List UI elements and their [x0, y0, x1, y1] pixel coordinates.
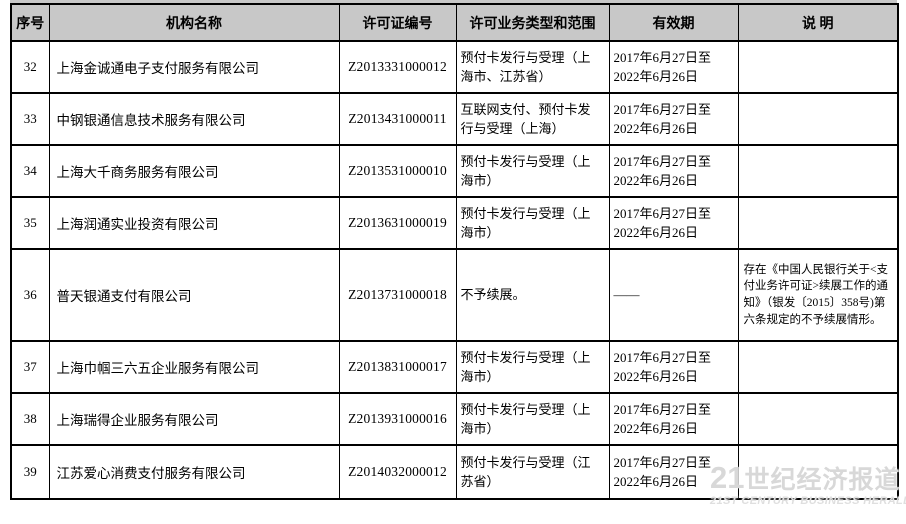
cell-license: Z2013331000012 — [338, 40, 457, 94]
cell-note — [737, 392, 899, 446]
cell-name: 上海大千商务服务有限公司 — [48, 144, 340, 198]
cell-scope: 不予续展。 — [455, 248, 610, 342]
table-row: 37 上海巾帼三六五企业服务有限公司 Z2013831000017 预付卡发行与… — [10, 340, 899, 394]
cell-note — [737, 92, 899, 146]
table-row: 32 上海金诚通电子支付服务有限公司 Z2013331000012 预付卡发行与… — [10, 40, 899, 94]
table-row: 38 上海瑞得企业服务有限公司 Z2013931000016 预付卡发行与受理（… — [10, 392, 899, 446]
cell-validity: 2017年6月27日至 2022年6月26日 — [608, 40, 739, 94]
col-header-validity: 有效期 — [608, 3, 739, 42]
table-top-sliver — [10, 0, 897, 3]
col-header-license: 许可证编号 — [338, 3, 457, 42]
cell-license: Z2013631000019 — [338, 196, 457, 250]
cell-license: Z2013731000018 — [338, 248, 457, 342]
cell-validity: 2017年6月27日至 2022年6月26日 — [608, 196, 739, 250]
cell-no: 32 — [10, 40, 50, 94]
header-row: 序号 机构名称 许可证编号 许可业务类型和范围 有效期 说 明 — [10, 3, 899, 42]
cell-no: 33 — [10, 92, 50, 146]
cell-note — [737, 40, 899, 94]
cell-note — [737, 196, 899, 250]
col-header-name: 机构名称 — [48, 3, 340, 42]
cell-validity: 2017年6月27日至 2022年6月26日 — [608, 144, 739, 198]
cell-name: 江苏爱心消费支付服务有限公司 — [48, 444, 340, 500]
cell-license: Z2013931000016 — [338, 392, 457, 446]
cell-license: Z2013831000017 — [338, 340, 457, 394]
cell-validity: —— — [608, 248, 739, 342]
cell-note — [737, 340, 899, 394]
cell-name: 上海瑞得企业服务有限公司 — [48, 392, 340, 446]
cell-scope: 预付卡发行与受理（上海市） — [455, 340, 610, 394]
table-row: 33 中钢银通信息技术服务有限公司 Z2013431000011 互联网支付、预… — [10, 92, 899, 146]
cell-validity: 2017年6月27日至 2022年6月26日 — [608, 444, 739, 500]
cell-name: 上海巾帼三六五企业服务有限公司 — [48, 340, 340, 394]
cell-no: 39 — [10, 444, 50, 500]
table-row: 36 普天银通支付有限公司 Z2013731000018 不予续展。 —— 存在… — [10, 248, 899, 342]
cell-validity: 2017年6月27日至 2022年6月26日 — [608, 340, 739, 394]
cell-scope: 预付卡发行与受理（江苏省） — [455, 444, 610, 500]
cell-name: 中钢银通信息技术服务有限公司 — [48, 92, 340, 146]
license-table: 序号 机构名称 许可证编号 许可业务类型和范围 有效期 说 明 32 上海金诚通… — [10, 3, 899, 500]
cell-no: 37 — [10, 340, 50, 394]
cell-license: Z2014032000012 — [338, 444, 457, 500]
table-row: 35 上海润通实业投资有限公司 Z2013631000019 预付卡发行与受理（… — [10, 196, 899, 250]
cell-note — [737, 444, 899, 500]
cell-scope: 互联网支付、预付卡发行与受理（上海） — [455, 92, 610, 146]
cell-scope: 预付卡发行与受理（上海市、江苏省） — [455, 40, 610, 94]
table-header: 序号 机构名称 许可证编号 许可业务类型和范围 有效期 说 明 — [10, 3, 899, 42]
col-header-note: 说 明 — [737, 3, 899, 42]
cell-no: 38 — [10, 392, 50, 446]
cell-validity: 2017年6月27日至 2022年6月26日 — [608, 92, 739, 146]
table-body: 32 上海金诚通电子支付服务有限公司 Z2013331000012 预付卡发行与… — [10, 40, 899, 500]
cell-no: 36 — [10, 248, 50, 342]
cell-note: 存在《中国人民银行关于<支付业务许可证>续展工作的通知》（银发〔2015〕358… — [737, 248, 899, 342]
cell-validity: 2017年6月27日至 2022年6月26日 — [608, 392, 739, 446]
cell-scope: 预付卡发行与受理（上海市） — [455, 196, 610, 250]
col-header-no: 序号 — [10, 3, 50, 42]
cell-no: 34 — [10, 144, 50, 198]
table-row: 39 江苏爱心消费支付服务有限公司 Z2014032000012 预付卡发行与受… — [10, 444, 899, 500]
cell-name: 上海金诚通电子支付服务有限公司 — [48, 40, 340, 94]
col-header-scope: 许可业务类型和范围 — [455, 3, 610, 42]
cell-name: 上海润通实业投资有限公司 — [48, 196, 340, 250]
table-row: 34 上海大千商务服务有限公司 Z2013531000010 预付卡发行与受理（… — [10, 144, 899, 198]
cell-license: Z2013431000011 — [338, 92, 457, 146]
cell-scope: 预付卡发行与受理（上海市） — [455, 144, 610, 198]
cell-note — [737, 144, 899, 198]
cell-no: 35 — [10, 196, 50, 250]
cell-name: 普天银通支付有限公司 — [48, 248, 340, 342]
cell-scope: 预付卡发行与受理（上海市） — [455, 392, 610, 446]
cell-license: Z2013531000010 — [338, 144, 457, 198]
